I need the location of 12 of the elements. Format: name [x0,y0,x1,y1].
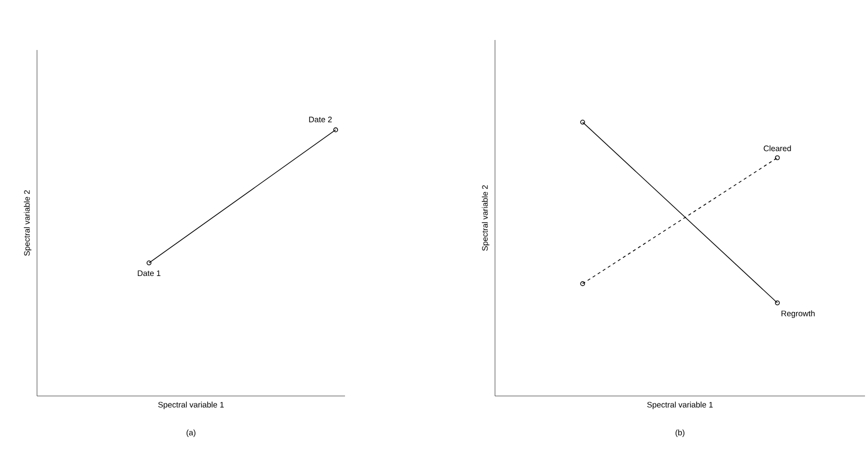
point [580,281,586,286]
text: (b) [676,430,684,437]
x-axis-title: Spectral variable 1 [158,402,224,410]
series-label: Cleared [764,145,791,152]
x-axis-title: Spectral variable 1 [647,402,713,410]
annotation: Date 1 [138,270,160,276]
series-label: Regrowth [782,310,815,318]
text: Date 2 [309,116,332,122]
y-axis-title: Spectral variable 2 [482,185,490,251]
text: (a) [186,430,196,437]
y-axis-title: Spectral variable 2 [24,190,32,256]
point [774,155,780,160]
